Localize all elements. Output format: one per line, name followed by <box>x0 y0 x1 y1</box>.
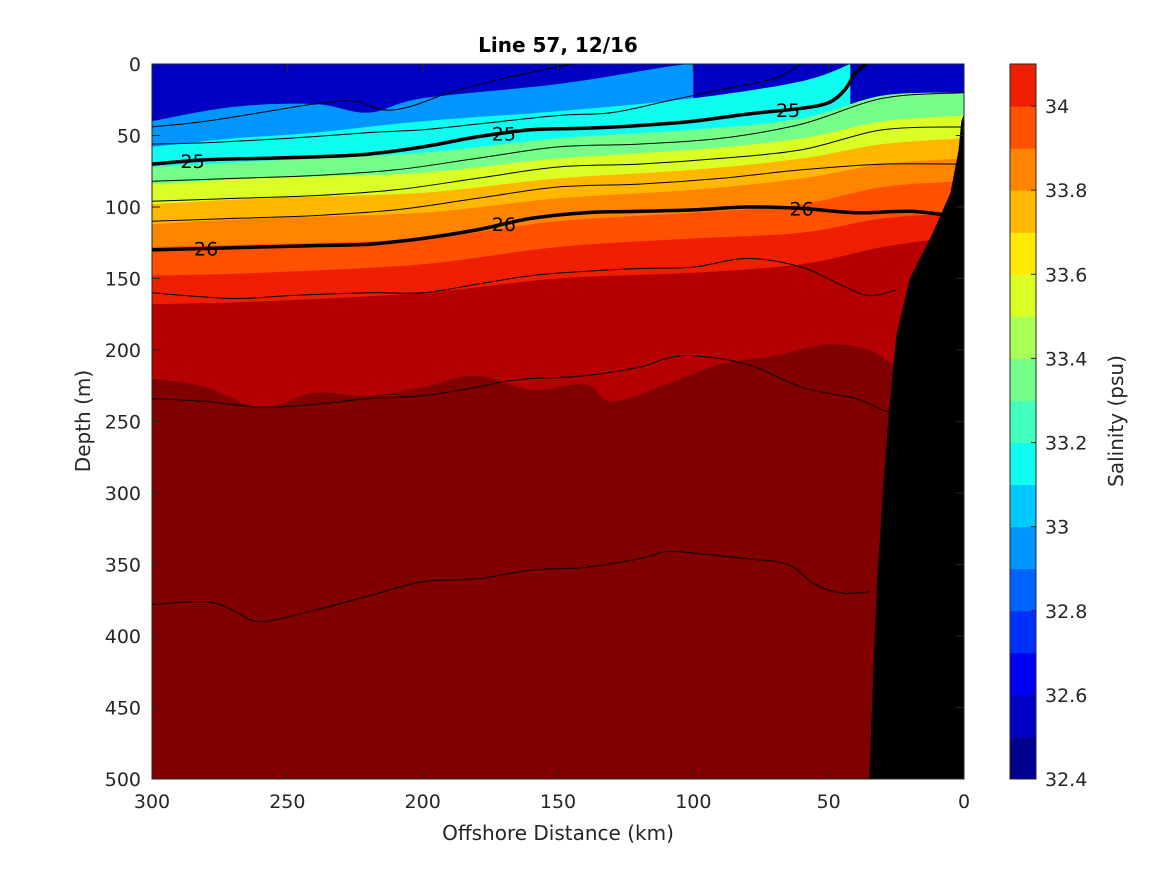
colorbar-band <box>1010 232 1036 275</box>
density-contour-lines <box>152 64 964 623</box>
density-contour-line <box>152 257 897 300</box>
y-tick-label: 0 <box>129 54 141 76</box>
y-tick-label: 200 <box>105 340 141 362</box>
contour-label-25: 25 <box>776 100 800 122</box>
y-axis-label: Depth (m) <box>71 370 95 472</box>
contour-label-26: 26 <box>492 214 516 236</box>
colorbar-band <box>1010 736 1036 780</box>
colorbar-tick-label: 33.4 <box>1045 348 1087 370</box>
colorbar-band <box>1010 358 1036 401</box>
y-tick-label: 150 <box>105 269 141 291</box>
colorbar: 32.4 32.6 32.8 33 33.2 33.4 33.6 33.8 34 <box>1009 63 1087 791</box>
density-contour-line <box>152 163 964 222</box>
x-tick-label: 100 <box>675 791 711 813</box>
colorbar-band <box>1010 442 1036 486</box>
contour-label-25: 25 <box>181 151 205 173</box>
colorbar-label: Salinity (psu) <box>1104 355 1128 487</box>
colorbar-tick-label: 33 <box>1045 517 1069 539</box>
y-tick-label: 300 <box>105 483 141 505</box>
y-tick-label: 500 <box>105 769 141 791</box>
density-contour-line <box>152 92 964 182</box>
y-axis: 0 50 100 150 200 250 300 350 400 450 500 <box>105 54 964 791</box>
density-contour-25 <box>152 64 868 166</box>
x-tick-label: 250 <box>269 791 305 813</box>
seafloor <box>869 114 964 779</box>
bathymetry <box>869 114 964 779</box>
x-axis: 300 250 200 150 100 50 0 <box>134 64 970 813</box>
colorbar-band <box>1010 106 1036 149</box>
contour-label-26: 26 <box>790 198 814 220</box>
colorbar-tick-label: 33.2 <box>1045 433 1087 455</box>
colorbar-tick-label: 32.8 <box>1045 601 1087 623</box>
salinity-band-34-1 <box>152 344 964 779</box>
plot-area: 25 25 25 26 26 26 <box>151 63 965 780</box>
density-contour-line <box>152 64 802 145</box>
colorbar-tick-label: 32.4 <box>1045 769 1087 791</box>
y-tick-label: 400 <box>105 626 141 648</box>
x-tick-label: 200 <box>405 791 441 813</box>
contour-label-26: 26 <box>194 238 218 260</box>
x-tick-label: 0 <box>958 791 970 813</box>
contour-label-25: 25 <box>492 123 516 145</box>
colorbar-band <box>1010 610 1036 654</box>
colorbar-tick-label: 32.6 <box>1045 685 1087 707</box>
density-contour-line <box>152 126 964 202</box>
x-tick-label: 150 <box>540 791 576 813</box>
colorbar-tick-label: 33.8 <box>1045 180 1087 202</box>
colorbar-band <box>1010 568 1036 612</box>
colorbar-band <box>1010 190 1036 233</box>
colorbar-band <box>1010 64 1036 107</box>
colorbar-band <box>1010 694 1036 738</box>
colorbar-band <box>1010 484 1036 528</box>
density-contour-26 <box>152 205 951 252</box>
colorbar-tick-label: 34 <box>1045 96 1069 118</box>
y-tick-label: 100 <box>105 197 141 219</box>
x-axis-label: Offshore Distance (km) <box>442 821 674 845</box>
colorbar-band <box>1010 148 1036 191</box>
density-contour-line <box>152 354 897 414</box>
density-contour-line <box>152 64 572 128</box>
salinity-patch-deep <box>152 581 878 779</box>
colorbar-band <box>1010 400 1036 444</box>
colorbar-band <box>1010 652 1036 696</box>
x-tick-label: 50 <box>817 791 841 813</box>
salinity-patch-mid <box>844 490 883 545</box>
y-tick-label: 350 <box>105 555 141 577</box>
salinity-filled-contours <box>152 64 964 779</box>
colorbar-band <box>1010 316 1036 359</box>
contour-labels: 25 25 25 26 26 26 <box>181 100 814 261</box>
colorbar-tick-label: 33.6 <box>1045 264 1087 286</box>
y-tick-label: 50 <box>117 126 141 148</box>
y-tick-label: 250 <box>105 412 141 434</box>
y-tick-label: 450 <box>105 698 141 720</box>
colorbar-band <box>1010 526 1036 570</box>
colorbar-band <box>1010 274 1036 317</box>
chart-title: Line 57, 12/16 <box>478 33 638 57</box>
colorbar-frame <box>1009 63 1037 780</box>
x-tick-label: 300 <box>134 791 170 813</box>
density-contour-line <box>152 550 870 623</box>
